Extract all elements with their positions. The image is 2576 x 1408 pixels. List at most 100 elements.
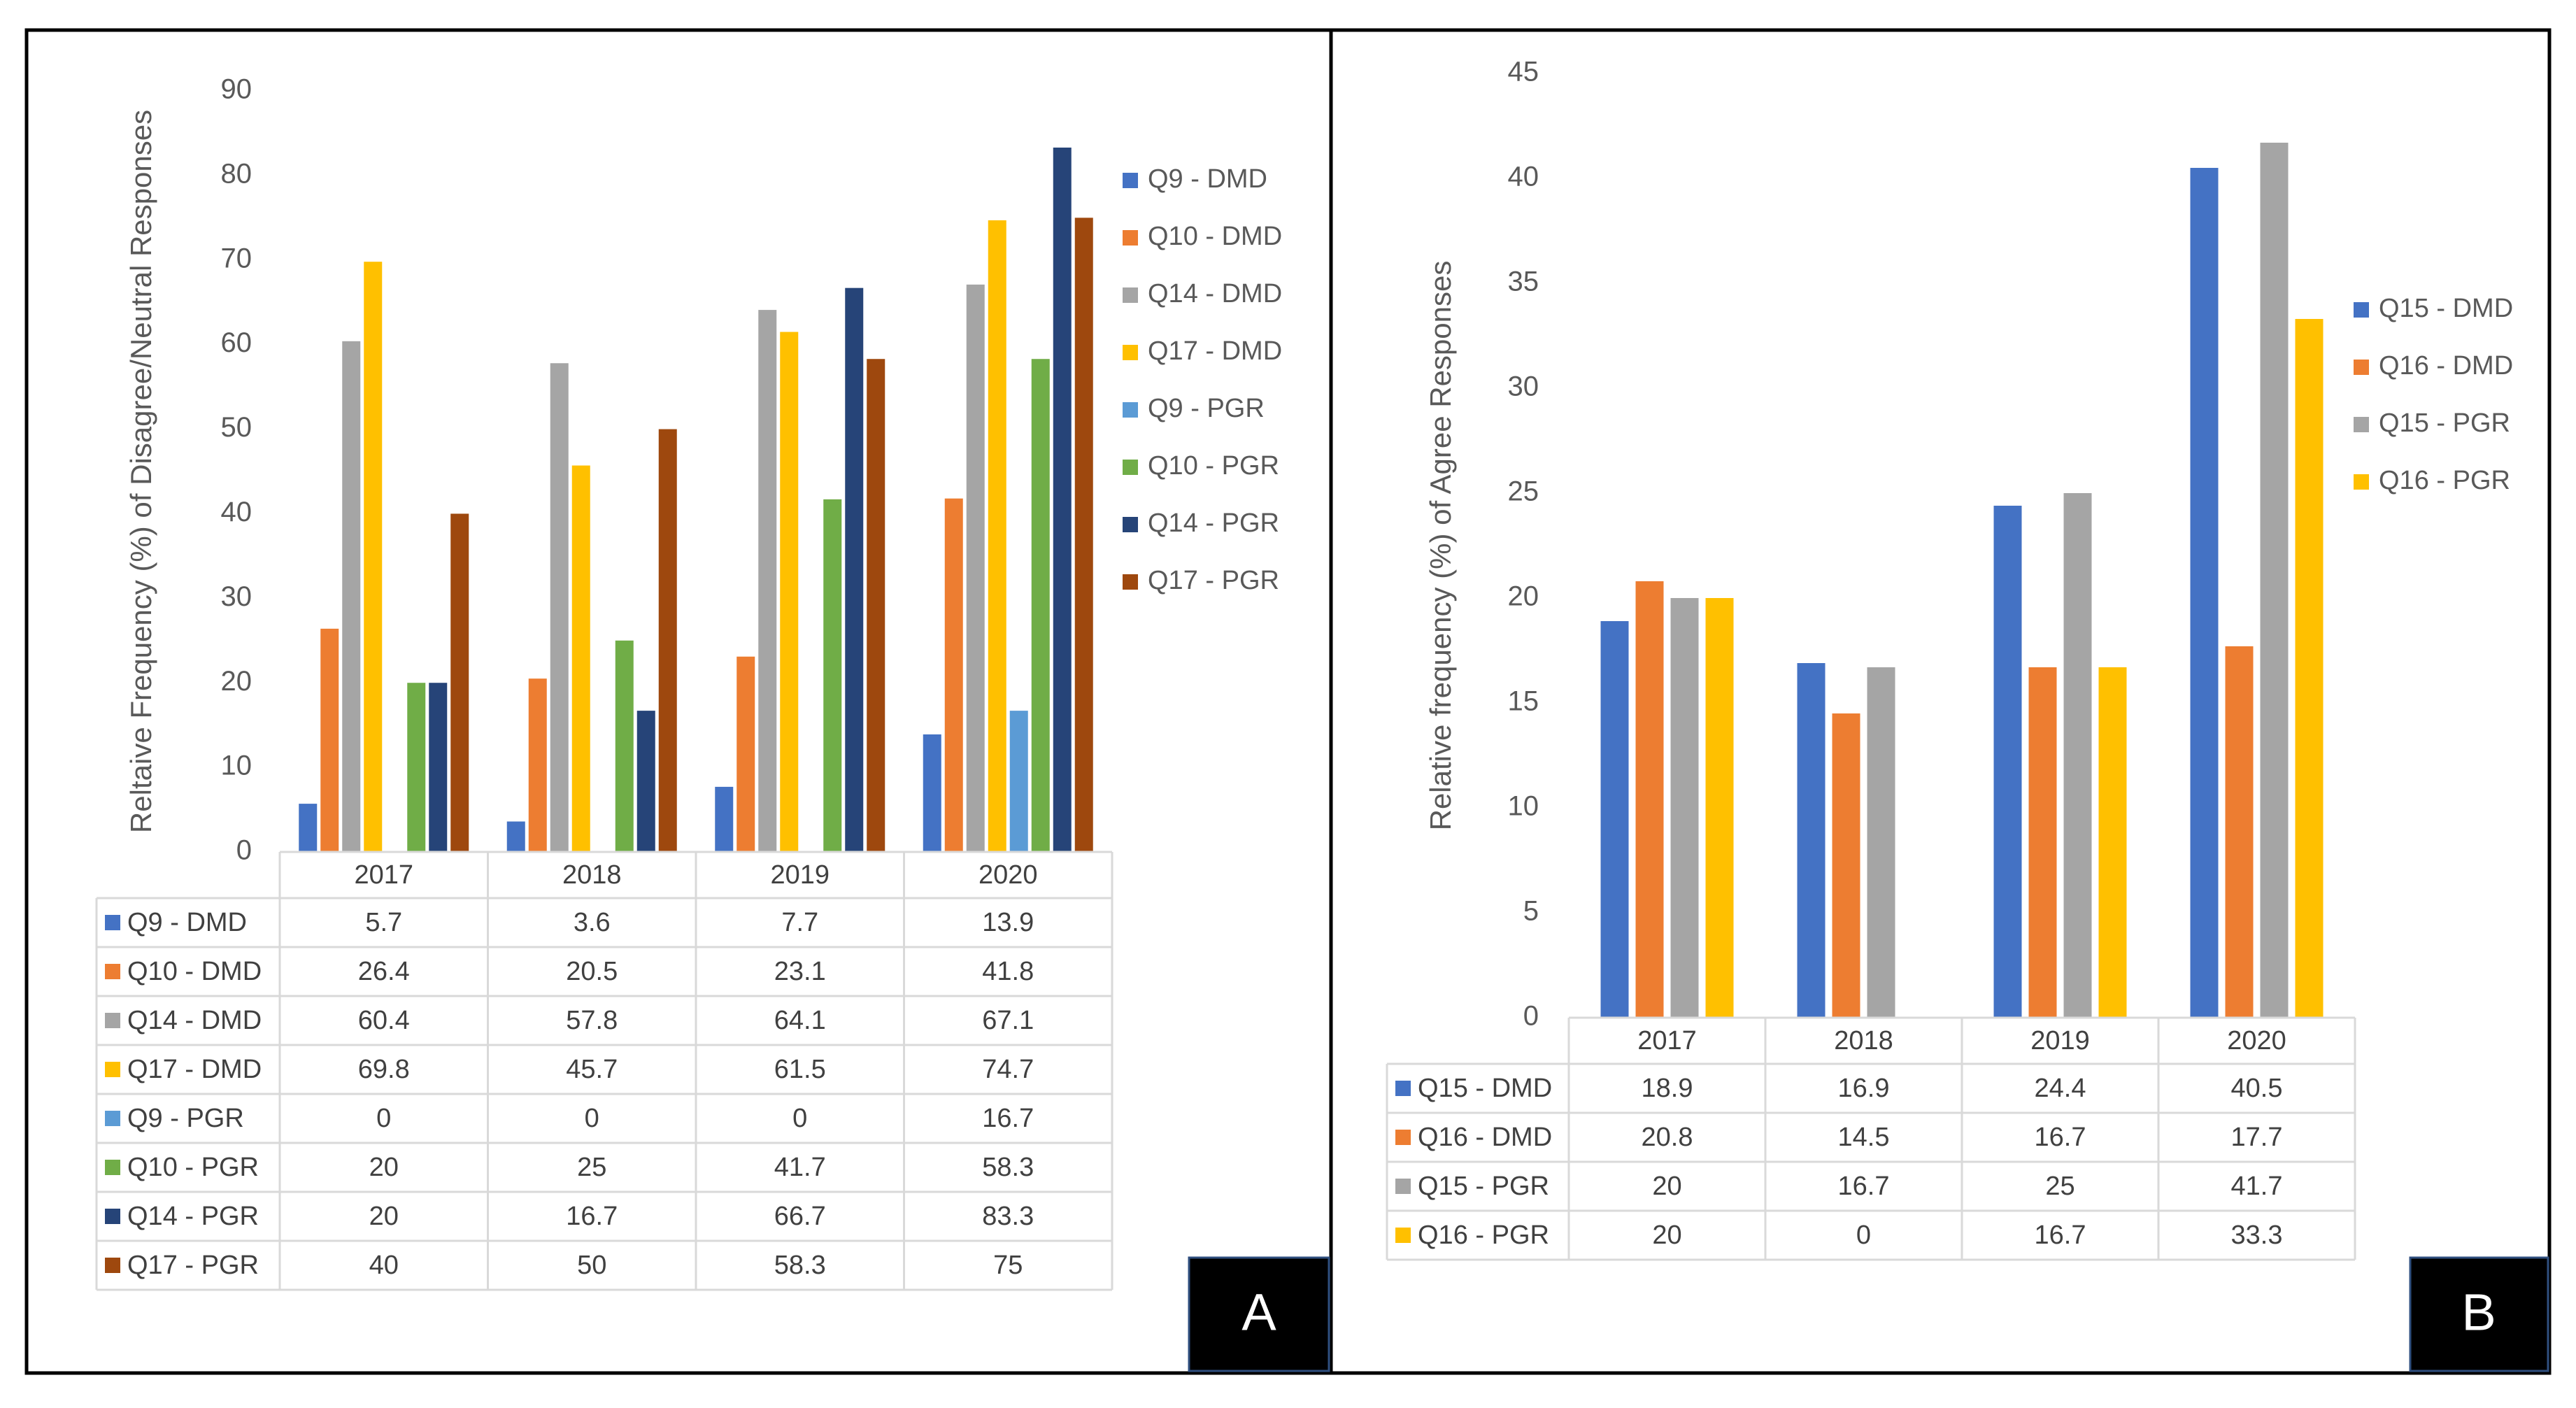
table-value: 58.3 (774, 1251, 826, 1280)
legend-swatch (1123, 574, 1138, 590)
bar (636, 711, 655, 852)
y-tick-label: 10 (221, 751, 252, 781)
table-value: 25 (577, 1153, 606, 1182)
y-tick-label: 0 (1523, 1001, 1539, 1032)
table-value: 20 (369, 1202, 399, 1231)
table-value: 5.7 (365, 908, 402, 937)
bar (1797, 663, 1826, 1018)
x-category-label: 2018 (562, 860, 622, 890)
y-tick-label: 45 (1508, 57, 1539, 87)
table-value: 50 (577, 1251, 606, 1280)
legend-swatch (1123, 517, 1138, 532)
bar (1600, 621, 1629, 1018)
table-legend-swatch (105, 1013, 120, 1028)
table-value: 16.7 (566, 1202, 618, 1231)
table-value: 45.7 (566, 1055, 618, 1084)
table-value: 3.6 (574, 908, 611, 937)
table-series-label: Q14 - DMD (127, 1006, 262, 1035)
table-value: 26.4 (358, 957, 410, 986)
bar (2098, 667, 2127, 1018)
bar (1993, 506, 2022, 1018)
bar (506, 821, 525, 852)
table-series-label: Q10 - DMD (127, 957, 262, 986)
table-legend-swatch (105, 915, 120, 930)
table-legend-swatch (1395, 1081, 1411, 1096)
bar (2028, 667, 2057, 1018)
x-category-label: 2018 (1834, 1026, 1893, 1055)
table-value: 13.9 (982, 908, 1034, 937)
table-value: 20 (369, 1153, 399, 1182)
bar (2225, 646, 2254, 1018)
table-value: 40.5 (2231, 1074, 2283, 1103)
panel-b-badge: B (2409, 1256, 2549, 1372)
bar (450, 513, 469, 852)
legend-label: Q16 - DMD (2379, 351, 2513, 381)
bar (1053, 147, 1072, 853)
panel-b-label: B (2461, 1283, 2496, 1342)
bar (715, 786, 734, 852)
bar (736, 656, 755, 852)
bar (1705, 598, 1734, 1018)
bar (528, 678, 547, 852)
table-legend-swatch (105, 1160, 120, 1175)
table-legend-swatch (1395, 1228, 1411, 1243)
legend-label: Q9 - DMD (1148, 164, 1267, 194)
table-value: 33.3 (2231, 1221, 2283, 1250)
table-value: 20 (1652, 1221, 1681, 1250)
table-value: 23.1 (774, 957, 826, 986)
table-value: 57.8 (566, 1006, 618, 1035)
table-value: 20.5 (566, 957, 618, 986)
bar (2190, 168, 2219, 1018)
chart-a: 0 10 20 30 40 50 60 70 80 90 Reltaive Frequency (%… (95, 74, 1282, 1291)
table-legend-swatch (105, 1258, 120, 1273)
table-value: 0 (585, 1104, 599, 1133)
y-tick-label: 90 (221, 74, 252, 105)
table-series-label: Q9 - PGR (127, 1104, 244, 1133)
legend-label: Q17 - PGR (1148, 566, 1279, 595)
table-value: 16.7 (1838, 1172, 1890, 1201)
table-series-label: Q10 - PGR (127, 1153, 259, 1182)
y-tick-label: 25 (1508, 476, 1539, 507)
legend-swatch (2354, 302, 2369, 318)
table-value: 16.7 (2035, 1123, 2086, 1152)
table-value: 83.3 (982, 1202, 1034, 1231)
table-value: 41.7 (774, 1153, 826, 1182)
table-value: 41.8 (982, 957, 1034, 986)
table-value: 74.7 (982, 1055, 1034, 1084)
table-series-label: Q15 - DMD (1418, 1074, 1552, 1103)
table-value: 66.7 (774, 1202, 826, 1231)
bar (1635, 581, 1664, 1018)
legend-swatch (1123, 230, 1138, 246)
table-legend-swatch (105, 1209, 120, 1224)
legend-label: Q16 - PGR (2379, 466, 2510, 495)
table-value: 16.7 (2035, 1221, 2086, 1250)
legend-swatch (1123, 173, 1138, 188)
table-value: 7.7 (781, 908, 818, 937)
bar (2063, 493, 2092, 1018)
bar (823, 499, 842, 852)
y-tick-label: 60 (221, 327, 252, 358)
legend-label: Q14 - PGR (1148, 509, 1279, 538)
table-value: 75 (993, 1251, 1023, 1280)
y-tick-label: 20 (1508, 581, 1539, 612)
legend-swatch (2354, 417, 2369, 432)
bar (944, 498, 963, 852)
y-tick-label: 40 (221, 497, 252, 527)
bar (615, 640, 634, 852)
table-legend-swatch (105, 1062, 120, 1077)
table-series-label: Q17 - DMD (127, 1055, 262, 1084)
table-value: 41.7 (2231, 1172, 2283, 1201)
table-series-label: Q16 - PGR (1418, 1221, 1549, 1250)
table-value: 18.9 (1642, 1074, 1693, 1103)
y-tick-label: 20 (221, 666, 252, 697)
bar (2260, 143, 2289, 1018)
table-series-label: Q14 - PGR (127, 1202, 259, 1231)
y-tick-label: 40 (1508, 162, 1539, 192)
table-value: 17.7 (2231, 1123, 2283, 1152)
table-series-label: Q15 - PGR (1418, 1172, 1549, 1201)
x-category-label: 2017 (1637, 1026, 1697, 1055)
bar (364, 262, 383, 852)
y-tick-label: 80 (221, 158, 252, 189)
bar (923, 734, 941, 852)
